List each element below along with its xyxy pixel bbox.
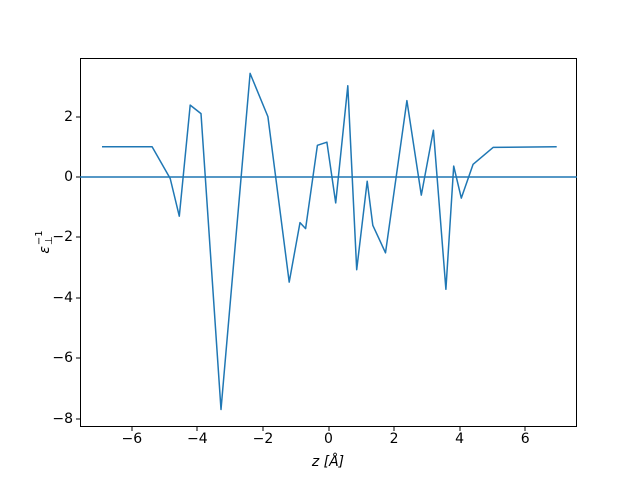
y-tick-mark bbox=[76, 176, 80, 178]
y-tick-mark bbox=[76, 116, 80, 118]
x-tick-mark bbox=[524, 427, 526, 431]
x-tick-label: 2 bbox=[389, 431, 399, 447]
y-axis-label-base: ε bbox=[37, 246, 53, 254]
x-tick-label: 0 bbox=[324, 431, 333, 447]
y-axis-label-sub: ⊥ bbox=[44, 236, 55, 246]
x-tick-label: 4 bbox=[455, 431, 465, 447]
x-tick-mark bbox=[328, 427, 329, 431]
x-tick-label: 6 bbox=[520, 431, 530, 447]
line-chart bbox=[80, 72, 577, 411]
x-axis-label-text: z [Å] bbox=[311, 454, 345, 470]
x-tick-mark bbox=[393, 427, 395, 431]
x-tick-label: −4 bbox=[187, 431, 208, 447]
x-tick-mark bbox=[196, 427, 198, 431]
y-tick-label: −4 bbox=[52, 289, 73, 306]
y-axis-label-supsub: −1 ⊥ bbox=[34, 230, 55, 246]
y-tick-label: −6 bbox=[52, 350, 73, 367]
y-tick-mark bbox=[76, 297, 80, 299]
y-tick-label: 0 bbox=[64, 168, 73, 185]
y-tick-mark bbox=[76, 357, 80, 359]
x-tick-label: −2 bbox=[252, 431, 274, 447]
inverse-dielectric-profile-line bbox=[102, 72, 557, 411]
x-tick-mark bbox=[131, 427, 133, 431]
y-tick-mark bbox=[76, 236, 80, 238]
x-tick-mark bbox=[459, 427, 461, 431]
y-tick-label: −8 bbox=[52, 410, 73, 427]
x-axis-label: z [Å] bbox=[312, 454, 344, 470]
plot-area bbox=[80, 58, 577, 427]
x-tick-label: −6 bbox=[121, 431, 143, 447]
x-tick-mark bbox=[262, 427, 264, 431]
y-axis-label: ε −1 ⊥ bbox=[34, 230, 55, 254]
y-tick-label: −2 bbox=[52, 229, 73, 246]
y-tick-mark bbox=[76, 418, 80, 420]
y-tick-label: 2 bbox=[64, 108, 73, 125]
